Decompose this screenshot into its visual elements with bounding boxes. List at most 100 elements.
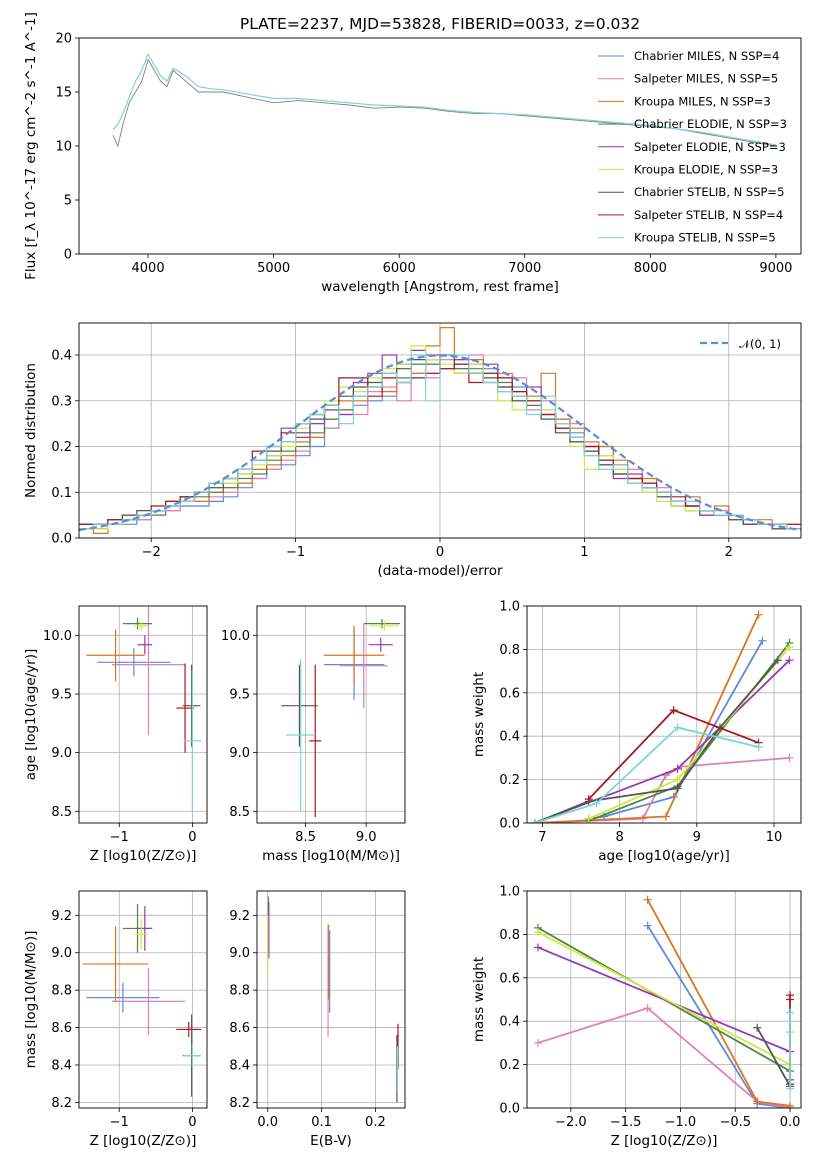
salpeter_stelib-marker — [786, 995, 795, 1004]
x-axis-label: Z [log10(Z/Z⊙)] — [90, 848, 197, 864]
salpeter_miles-errorbar — [339, 623, 389, 709]
chabrier_elodie-errorbar — [122, 617, 153, 630]
x-tick-label: 9 — [693, 830, 701, 845]
x-tick-label: 5000 — [257, 261, 290, 276]
x-tick-label: −1.5 — [610, 1115, 642, 1130]
kroupa_elodie-errorbar — [133, 919, 149, 949]
y-axis-label: Normed distribution — [23, 363, 39, 498]
kroupa_miles-errorbar — [323, 625, 385, 685]
chabrier_miles-line — [646, 925, 791, 1108]
x-tick-label: 0 — [188, 830, 196, 845]
kroupa_stelib-errorbar — [286, 658, 316, 812]
kroupa_miles-marker — [661, 812, 670, 821]
salpeter_miles-marker — [785, 753, 794, 762]
salpeter_elodie-errorbar — [368, 637, 393, 652]
kroupa_elodie-marker — [785, 643, 794, 652]
y-tick-label: 0.2 — [499, 1058, 520, 1073]
x-tick-label: 7 — [538, 830, 546, 845]
x-tick-label: 0.0 — [780, 1115, 801, 1130]
x-axis-label: mass [log10(M/M⊙)] — [262, 848, 400, 864]
y-tick-label: 8.2 — [229, 1096, 250, 1111]
spectrum-panel: 4000 5000 6000 7000 8000 9000 0 5 10 15 20 waveleng… — [23, 12, 802, 295]
x-tick-label: 8 — [615, 830, 623, 845]
chabrier_stelib-line — [534, 659, 779, 823]
mass-vs-z-panel: −1 0 8.2 8.4 8.6 8.8 9.0 9.2 Z [log10(Z/Z⊙)] mass… — [23, 890, 208, 1149]
salpeter_elodie-line — [537, 946, 791, 1053]
x-tick-label: 8.5 — [295, 830, 316, 845]
y-tick-label: 0.6 — [499, 971, 520, 986]
x-tick-label: 0.0 — [257, 1115, 278, 1130]
y-tick-label: 8.5 — [229, 805, 250, 820]
y-tick-label: 8.5 — [51, 805, 72, 820]
kroupa_miles-errorbar — [82, 926, 149, 1002]
x-tick-label: −1 — [110, 1115, 129, 1130]
kroupa_stelib-marker — [786, 1084, 795, 1093]
y-tick-label: 0.6 — [499, 686, 520, 701]
y-tick-label: 0.4 — [51, 349, 72, 364]
salpeter_elodie-marker — [673, 764, 682, 773]
y-tick-label: 9.5 — [229, 687, 250, 702]
chabrier_miles-errorbar — [86, 982, 160, 1013]
axes-frame — [526, 890, 802, 1109]
kroupa_stelib-marker — [754, 743, 763, 752]
y-tick-label: 10.0 — [221, 629, 250, 644]
ticks: 7 8 9 10 0.0 0.2 0.4 0.6 0.8 1.0 — [499, 600, 782, 846]
ticks: 4000 5000 6000 7000 8000 9000 0 5 10 15 20 — [55, 32, 792, 277]
kroupa_stelib-line — [534, 726, 759, 823]
x-tick-label: 1 — [580, 545, 588, 560]
kroupa_elodie-marker — [673, 775, 682, 784]
x-tick-label: 9.0 — [356, 830, 377, 845]
ticks: −2 −1 0 1 2 0.0 0.1 0.2 0.3 0.4 — [51, 349, 733, 560]
x-tick-label: 10 — [766, 830, 783, 845]
y-tick-label: 8.4 — [51, 1058, 72, 1073]
y-tick-label: 8.6 — [51, 1021, 72, 1036]
salpeter_stelib-marker — [584, 795, 593, 804]
y-tick-label: 0.8 — [499, 643, 520, 658]
chabrier_miles-errorbar — [97, 648, 171, 677]
x-tick-label: 2 — [725, 545, 733, 560]
y-tick-label: 9.0 — [51, 946, 72, 961]
y-axis-label: mass [log10(M/M⊙)] — [23, 931, 39, 1069]
salpeter_miles-marker — [533, 1038, 542, 1047]
x-tick-label: 4000 — [132, 261, 165, 276]
data-line — [112, 58, 776, 148]
x-tick-label: −0.5 — [719, 1115, 751, 1130]
ticks: −2.0 −1.5 −1.0 −0.5 0.0 0.0 0.2 0.4 0.6 0.8 1.0 — [499, 885, 800, 1131]
axes-frame — [78, 37, 802, 255]
y-tick-label: 0.1 — [51, 486, 72, 501]
plot-area — [267, 896, 399, 1103]
y-tick-label: 0.4 — [499, 1015, 520, 1030]
y-tick-label: 8.8 — [51, 984, 72, 999]
ticks: 8.5 9.0 8.5 9.0 9.5 10.0 — [221, 629, 376, 845]
kroupa_miles-marker — [753, 1097, 762, 1106]
y-tick-label: 9.5 — [51, 687, 72, 702]
kroupa_elodie-marker — [533, 928, 542, 937]
chabrier_stelib-line — [756, 1027, 791, 1090]
residuals-panel: −2 −1 0 1 2 0.0 0.1 0.2 0.3 0.4 (data-model)/error… — [23, 322, 802, 579]
x-tick-label: −1 — [110, 830, 129, 845]
salpeter_elodie-marker — [533, 943, 542, 952]
x-tick-label: 0.2 — [365, 1115, 386, 1130]
normal-legend-label: 𝒩(0, 1) — [739, 337, 781, 351]
y-tick-label: 10.0 — [43, 629, 72, 644]
axes-frame — [78, 322, 802, 539]
x-axis-label: wavelength [Angstrom, rest frame] — [321, 279, 559, 295]
plot-area — [281, 618, 401, 818]
salpeter_stelib-errorbar — [176, 663, 194, 753]
salpeter_miles-marker — [643, 1004, 652, 1013]
plot-area — [533, 895, 795, 1108]
salpeter_miles-line — [537, 1007, 791, 1108]
x-tick-label: −1 — [286, 545, 305, 560]
salpeter_miles-errorbar — [111, 606, 186, 736]
plot-area — [82, 904, 202, 1097]
salpeter_elodie-errorbar — [137, 635, 153, 655]
x-axis-label: age [log10(age/yr)] — [598, 848, 730, 864]
y-tick-label: 1.0 — [499, 885, 520, 900]
kroupa_elodie-errorbar — [133, 621, 149, 631]
grid — [79, 891, 207, 1108]
chabrier_elodie-errorbar — [363, 618, 401, 629]
legend: Chabrier MILES, N SSP=4 Salpeter MILES, N… — [598, 49, 787, 245]
kroupa_stelib-histogram — [79, 354, 801, 530]
grid — [79, 606, 207, 823]
x-tick-label: 0.1 — [311, 1115, 332, 1130]
